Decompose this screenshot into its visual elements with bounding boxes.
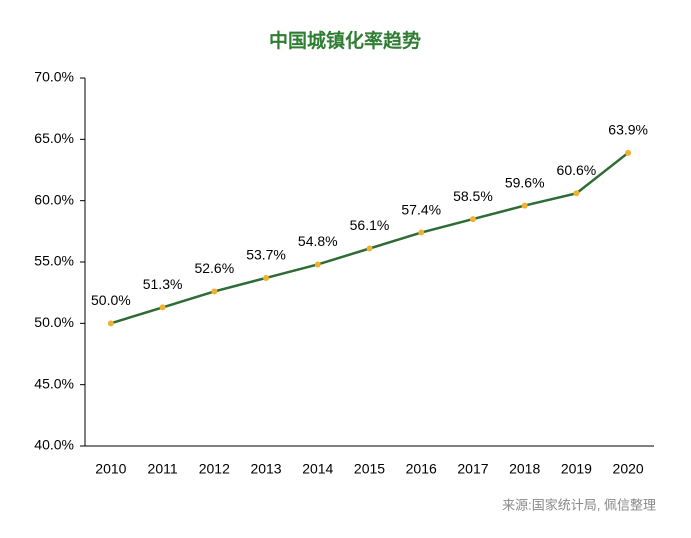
- y-tick-label: 40.0%: [34, 437, 74, 453]
- data-label: 57.4%: [401, 201, 441, 217]
- data-label: 56.1%: [350, 217, 390, 233]
- y-tick-label: 55.0%: [34, 253, 74, 269]
- chart-title: 中国城镇化率趋势: [269, 29, 421, 52]
- x-tick-label: 2018: [509, 461, 540, 477]
- y-tick-label: 50.0%: [34, 314, 74, 330]
- y-tick-label: 70.0%: [34, 69, 74, 85]
- data-label: 63.9%: [608, 122, 648, 138]
- data-label: 52.6%: [194, 260, 234, 276]
- line: [110, 151, 629, 325]
- x-tick-label: 2015: [354, 461, 385, 477]
- y-tick-label: 65.0%: [34, 130, 74, 146]
- marker: [625, 149, 632, 156]
- marker: [521, 202, 528, 209]
- data-label: 51.3%: [143, 276, 183, 292]
- x-tick-label: 2016: [406, 461, 437, 477]
- y-tick-label: 60.0%: [34, 191, 74, 207]
- source-note: 来源:国家统计局, 佩信整理: [502, 497, 656, 512]
- x-tick-label: 2013: [250, 461, 281, 477]
- data-label: 60.6%: [557, 162, 597, 178]
- x-tick-label: 2019: [561, 461, 592, 477]
- data-label: 54.8%: [298, 233, 338, 249]
- marker: [159, 304, 166, 311]
- y-tick-label: 45.0%: [34, 375, 74, 391]
- data-label: 59.6%: [505, 174, 545, 190]
- marker: [314, 261, 321, 268]
- marker: [418, 229, 425, 236]
- marker: [211, 288, 218, 295]
- x-tick-label: 2017: [457, 461, 488, 477]
- marker: [263, 274, 270, 281]
- data-label: 50.0%: [91, 292, 131, 308]
- marker: [469, 216, 476, 223]
- x-tick-label: 2020: [613, 461, 644, 477]
- marker: [366, 245, 373, 252]
- x-tick-label: 2012: [199, 461, 230, 477]
- data-label: 58.5%: [453, 188, 493, 204]
- x-tick-label: 2010: [95, 461, 126, 477]
- marker: [573, 190, 580, 197]
- marker: [107, 320, 114, 327]
- x-tick-label: 2011: [148, 461, 178, 477]
- x-tick-label: 2014: [302, 461, 333, 477]
- data-label: 53.7%: [246, 247, 286, 263]
